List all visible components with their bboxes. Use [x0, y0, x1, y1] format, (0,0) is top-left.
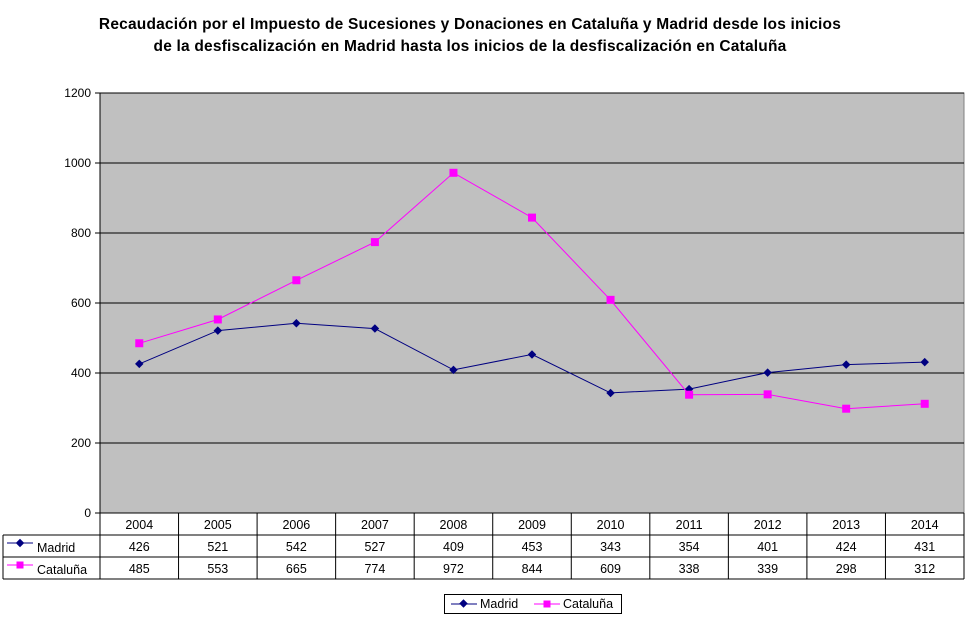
table-value-1-2006: 665: [286, 562, 307, 576]
x-tick-label-2011: 2011: [676, 518, 703, 532]
legend-madrid-marker: [459, 599, 468, 608]
x-tick-label-2008: 2008: [440, 518, 468, 532]
point-0-2007: [370, 324, 380, 333]
table-value-1-2013: 298: [836, 562, 857, 576]
point-1-2005: [213, 315, 222, 324]
y-tick-label-1000: 1000: [64, 156, 91, 170]
chart-title-line-2: de la desfiscalización en Madrid hasta l…: [153, 38, 787, 55]
table-value-0-2009: 453: [522, 540, 543, 554]
y-tick-label-1200: 1200: [64, 86, 91, 100]
point-1-2004: [135, 339, 144, 348]
x-tick-label-2010: 2010: [597, 518, 625, 532]
table-value-0-2007: 527: [364, 540, 385, 554]
legend-cataluna-marker: [543, 600, 551, 608]
table-value-0-2013: 424: [836, 540, 857, 554]
point-0-2004: [135, 359, 144, 369]
point-1-2006: [292, 276, 301, 285]
point-0-2010: [606, 388, 615, 398]
chart-legend: Madrid Cataluña: [444, 594, 622, 614]
y-tick-label-0: 0: [84, 506, 91, 520]
legend-cataluna-label: Cataluña: [563, 597, 614, 611]
y-tick-label-800: 800: [71, 226, 91, 240]
chart-title: Recaudación por el Impuesto de Sucesione…: [0, 14, 940, 58]
x-tick-label-2009: 2009: [518, 518, 546, 532]
point-1-2011: [685, 390, 694, 399]
point-0-2013: [841, 360, 851, 369]
point-0-2012: [763, 368, 772, 377]
table-series-label-1: Cataluña: [37, 563, 87, 577]
table-value-0-2010: 343: [600, 540, 621, 554]
point-1-2012: [763, 390, 772, 399]
x-tick-label-2004: 2004: [125, 518, 153, 532]
table-series-label-0: Madrid: [37, 541, 75, 555]
table-value-0-2011: 354: [679, 540, 700, 554]
point-1-2009: [528, 213, 536, 222]
point-1-2014: [920, 399, 929, 408]
point-0-2008: [449, 365, 458, 375]
point-1-2007: [370, 238, 379, 247]
x-tick-label-2005: 2005: [204, 518, 232, 532]
chart-title-line-1: Recaudación por el Impuesto de Sucesione…: [98, 16, 842, 33]
x-tick-label-2012: 2012: [754, 518, 782, 532]
y-tick-label-400: 400: [71, 366, 91, 380]
table-value-1-2012: 339: [757, 562, 778, 576]
x-tick-label-2013: 2013: [832, 518, 860, 532]
table-value-1-2004: 485: [129, 562, 150, 576]
x-tick-label-2014: 2014: [911, 518, 939, 532]
table-value-0-2005: 521: [207, 540, 228, 554]
table-value-1-2010: 609: [600, 562, 621, 576]
table-value-0-2012: 401: [757, 540, 778, 554]
table-key-marker-0: [15, 538, 25, 548]
point-0-2005: [213, 326, 223, 335]
table-key-marker-1: [16, 561, 24, 569]
point-0-2006: [292, 319, 301, 328]
table-value-0-2004: 426: [129, 540, 150, 554]
table-value-0-2014: 431: [914, 540, 935, 554]
table-value-0-2008: 409: [443, 540, 464, 554]
table-value-1-2009: 844: [522, 562, 543, 576]
point-0-2009: [527, 350, 537, 359]
x-tick-label-2006: 2006: [282, 518, 310, 532]
table-value-1-2007: 774: [364, 562, 385, 576]
y-tick-label-600: 600: [71, 296, 91, 310]
point-1-2010: [606, 295, 615, 304]
point-1-2008: [449, 168, 458, 177]
table-value-1-2005: 553: [207, 562, 228, 576]
table-value-0-2006: 542: [286, 540, 307, 554]
table-value-1-2011: 338: [679, 562, 700, 576]
table-value-1-2008: 972: [443, 562, 464, 576]
table-value-1-2014: 312: [914, 562, 935, 576]
point-1-2013: [842, 404, 851, 413]
point-0-2014: [920, 357, 929, 367]
x-tick-label-2007: 2007: [361, 518, 389, 532]
y-tick-label-200: 200: [71, 436, 91, 450]
legend-madrid-label: Madrid: [480, 597, 519, 611]
